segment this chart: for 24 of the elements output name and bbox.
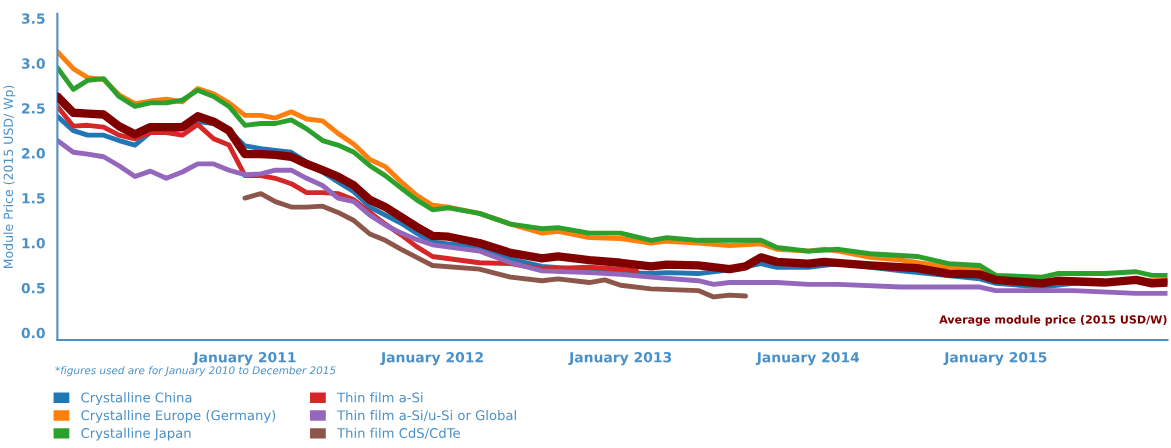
x-tick-label: January 2011: [192, 351, 296, 366]
legend-label: Thin film CdS/CdTe: [337, 427, 460, 440]
legend-label: Crystalline Europe (Germany): [81, 410, 276, 423]
y-tick-label: 0.5: [21, 282, 45, 294]
y-axis-title: Module Price (2015 USD/ Wp): [3, 85, 16, 269]
line-series: [242, 191, 748, 300]
y-tick-label: 1.0: [22, 237, 45, 249]
x-tick-label: January 2015: [943, 351, 1047, 366]
legend-label: Thin film a-Si: [337, 392, 423, 403]
legend-label: Crystalline China: [81, 392, 192, 406]
y-tick-label: 3.5: [21, 13, 45, 24]
y-tick-label: 1.5: [22, 193, 45, 204]
y-tick-label: 3.0: [21, 58, 45, 69]
y-tick-label: 0.0: [21, 327, 45, 339]
x-tick-label: January 2014: [755, 351, 860, 366]
legend-label: Crystalline Japan: [81, 427, 191, 441]
y-tick-label: 2.0: [22, 148, 45, 159]
text: *figures used are for January 2010 to December 2015: [55, 366, 336, 377]
y-tick-label: 2.5: [22, 103, 45, 114]
legend-label: Thin film a-Si/u-Si or Global: [337, 410, 516, 422]
x-tick-label: January 2013: [568, 351, 672, 366]
line-series: [57, 138, 1168, 296]
text: Average module price (2015 USD/W): [939, 315, 1167, 326]
x-tick-label: January 2012: [380, 351, 483, 366]
